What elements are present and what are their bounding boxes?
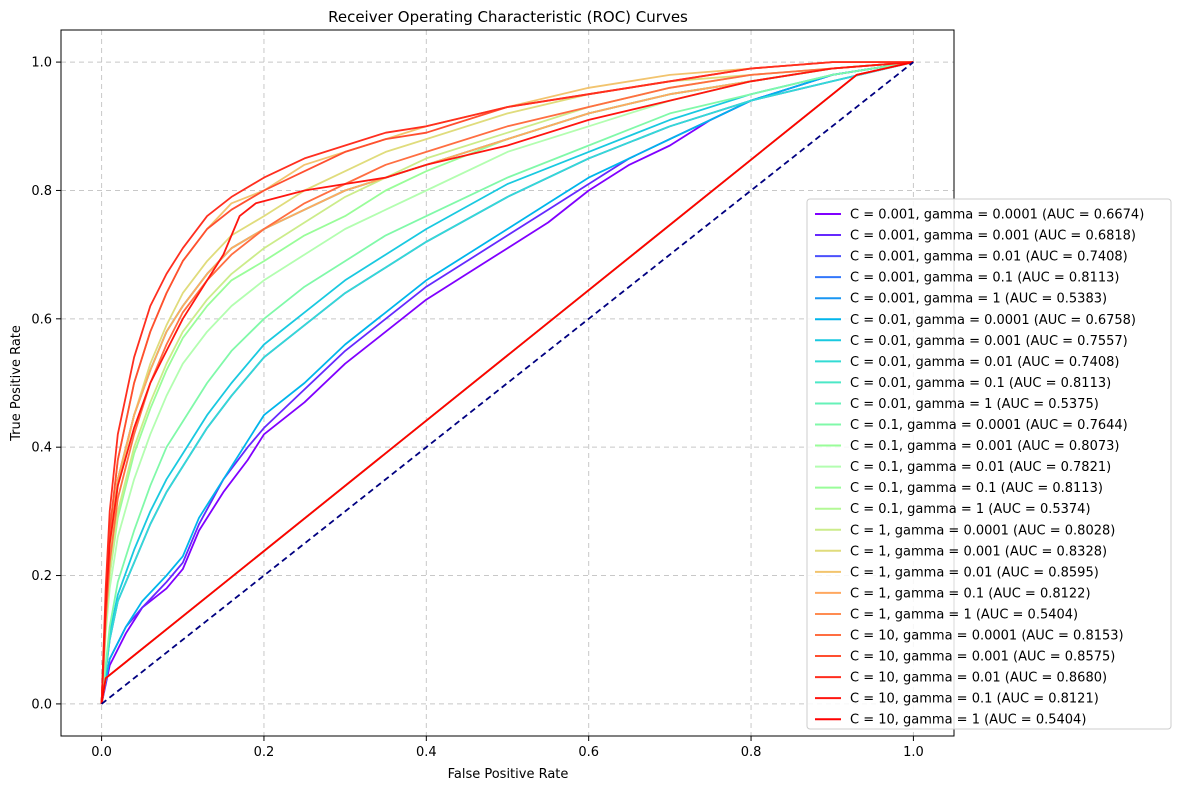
- x-axis-ticks: 0.0 0.2 0.4 0.6 0.8 1.0: [91, 736, 924, 760]
- legend-label: C = 0.001, gamma = 0.001 (AUC = 0.6818): [850, 229, 1136, 244]
- series-layer: [100, 61, 914, 705]
- legend-label: C = 1, gamma = 0.001 (AUC = 0.8328): [850, 544, 1107, 559]
- legend: C = 0.001, gamma = 0.0001 (AUC = 0.6674)…: [806, 198, 1172, 730]
- legend-items: C = 0.001, gamma = 0.0001 (AUC = 0.6674)…: [815, 208, 1144, 728]
- y-axis-label: True Positive Rate: [9, 325, 24, 442]
- legend-label: C = 10, gamma = 0.01 (AUC = 0.8680): [850, 671, 1107, 686]
- legend-label: C = 0.1, gamma = 0.1 (AUC = 0.8113): [850, 481, 1103, 496]
- legend-label: C = 1, gamma = 0.01 (AUC = 0.8595): [850, 565, 1099, 580]
- legend-label: C = 10, gamma = 0.001 (AUC = 0.8575): [850, 650, 1115, 665]
- x-tick-label: 0.8: [741, 745, 762, 760]
- roc-curve-25: [100, 61, 914, 705]
- legend-label: C = 0.001, gamma = 0.01 (AUC = 0.7408): [850, 250, 1128, 265]
- x-tick-label: 0.4: [416, 745, 437, 760]
- x-tick-label: 1.0: [903, 745, 924, 760]
- legend-label: C = 1, gamma = 1 (AUC = 0.5404): [850, 607, 1078, 622]
- x-tick-label: 0.6: [578, 745, 599, 760]
- roc-curve-7: [100, 61, 914, 705]
- axes-background: [61, 30, 954, 736]
- legend-label: C = 0.01, gamma = 1 (AUC = 0.5375): [850, 397, 1099, 412]
- legend-label: C = 0.01, gamma = 0.1 (AUC = 0.8113): [850, 376, 1111, 391]
- legend-label: C = 1, gamma = 0.0001 (AUC = 0.8028): [850, 523, 1115, 538]
- legend-label: C = 10, gamma = 0.0001 (AUC = 0.8153): [850, 629, 1124, 644]
- legend-label: C = 0.01, gamma = 0.01 (AUC = 0.7408): [850, 355, 1119, 370]
- chance-diagonal-line: [101, 61, 914, 705]
- y-tick-label: 0.0: [31, 697, 52, 712]
- legend-frame: [806, 198, 1172, 730]
- y-tick-label: 0.2: [31, 569, 52, 584]
- y-axis-ticks: 0.0 0.2 0.4 0.6 0.8 1.0: [31, 56, 61, 712]
- roc-curve-8: [100, 61, 914, 705]
- legend-label: C = 10, gamma = 1 (AUC = 0.5404): [850, 713, 1086, 728]
- legend-label: C = 0.1, gamma = 0.001 (AUC = 0.8073): [850, 439, 1119, 454]
- plot-area: [60, 29, 955, 737]
- legend-label: C = 0.01, gamma = 0.001 (AUC = 0.7557): [850, 334, 1128, 349]
- y-tick-label: 0.8: [31, 184, 52, 199]
- legend-label: C = 0.1, gamma = 0.0001 (AUC = 0.7644): [850, 418, 1128, 433]
- legend-label: C = 0.001, gamma = 1 (AUC = 0.5383): [850, 292, 1107, 307]
- legend-label: C = 0.1, gamma = 0.01 (AUC = 0.7821): [850, 460, 1111, 475]
- roc-curve-6: [100, 61, 914, 705]
- x-tick-label: 0.2: [254, 745, 275, 760]
- legend-label: C = 0.001, gamma = 0.1 (AUC = 0.8113): [850, 271, 1119, 286]
- y-tick-label: 0.6: [31, 312, 52, 327]
- roc-curve-21: [100, 61, 914, 704]
- grid: [61, 30, 954, 736]
- y-tick-label: 0.4: [31, 441, 52, 456]
- chart-title: Receiver Operating Characteristic (ROC) …: [328, 8, 688, 26]
- x-axis-label: False Positive Rate: [448, 767, 569, 782]
- x-tick-label: 0.0: [91, 745, 112, 760]
- reference-layer: [101, 61, 914, 705]
- roc-curve-24: [100, 61, 914, 704]
- y-tick-label: 1.0: [31, 56, 52, 71]
- legend-label: C = 0.001, gamma = 0.0001 (AUC = 0.6674): [850, 208, 1144, 223]
- roc-curve-13: [100, 61, 914, 704]
- legend-label: C = 0.01, gamma = 0.0001 (AUC = 0.6758): [850, 313, 1136, 328]
- roc-curve-23: [100, 61, 914, 704]
- roc-curve-11: [100, 61, 914, 704]
- legend-label: C = 10, gamma = 0.1 (AUC = 0.8121): [850, 692, 1099, 707]
- legend-label: C = 1, gamma = 0.1 (AUC = 0.8122): [850, 586, 1091, 601]
- legend-label: C = 0.1, gamma = 1 (AUC = 0.5374): [850, 502, 1091, 517]
